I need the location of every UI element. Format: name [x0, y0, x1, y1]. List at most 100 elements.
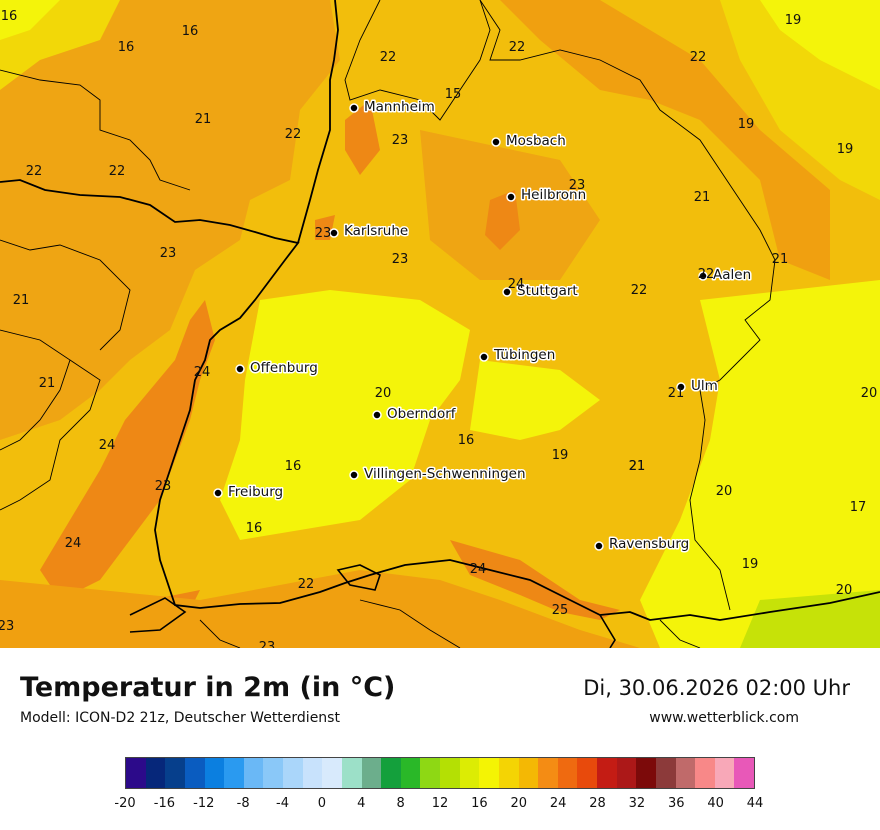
city-marker[interactable]: Ravensburg: [594, 535, 691, 554]
city-marker[interactable]: Tübingen: [479, 346, 557, 365]
city-label: Stuttgart: [517, 283, 578, 299]
city-label: Villingen-Schwenningen: [364, 466, 526, 482]
city-marker[interactable]: Offenburg: [235, 359, 319, 378]
temperature-value: 20: [836, 583, 853, 598]
city-marker[interactable]: Karlsruhe: [329, 222, 410, 241]
city-markers: Mannheim Mosbach Heilbronn Karlsruhe Aal…: [213, 98, 753, 554]
city-marker[interactable]: Mannheim: [349, 98, 436, 117]
temperature-value: 23: [259, 640, 276, 648]
country-border: [336, 564, 381, 591]
temperature-value: 19: [742, 557, 759, 572]
color-scale-swatch: [734, 758, 754, 788]
region-warm: [120, 0, 830, 280]
color-scale-swatch: [440, 758, 460, 788]
temperature-value: 19: [837, 142, 854, 157]
color-scale-swatch: [145, 758, 166, 788]
temperature-value: 20: [375, 386, 392, 401]
color-scale-tick-label: 16: [471, 796, 488, 811]
city-label: Oberndorf: [387, 406, 457, 422]
city-marker[interactable]: Oberndorf: [372, 405, 458, 424]
city-marker[interactable]: Ulm: [676, 377, 719, 396]
color-scale-tick-label: 8: [396, 796, 405, 811]
region-hot: [40, 300, 215, 600]
color-scale-swatch: [498, 758, 519, 788]
temperature-value: 21: [694, 190, 711, 205]
temperature-value: 19: [552, 448, 569, 463]
color-scale-tick-label: 12: [431, 796, 449, 811]
region-cool: [470, 360, 600, 440]
region-warm: [0, 0, 340, 440]
color-scale-tick-label: 40: [707, 796, 724, 811]
temperature-value: 16: [182, 24, 199, 39]
color-scale-swatch: [243, 758, 264, 788]
temperature-value: 16: [1, 9, 18, 24]
color-scale-tick-label: 44: [746, 796, 764, 811]
map-canvas: Mannheim Mosbach Heilbronn Karlsruhe Aal…: [0, 0, 880, 648]
city-label: Aalen: [713, 267, 751, 283]
color-scale-swatch: [126, 758, 146, 788]
city-marker[interactable]: Villingen-Schwenningen: [349, 465, 527, 484]
region-border: [359, 599, 461, 648]
temperature-value: 17: [850, 500, 867, 515]
city-marker[interactable]: Aalen: [698, 266, 753, 285]
temperature-value: 24: [99, 438, 116, 453]
color-scale-tick-label: -8: [236, 796, 250, 811]
temperature-value: 21: [39, 376, 56, 391]
temperature-value: 22: [298, 577, 315, 592]
region-cool: [760, 0, 880, 90]
temperature-value: 21: [195, 112, 212, 127]
temperature-map: Mannheim Mosbach Heilbronn Karlsruhe Aal…: [0, 0, 880, 648]
city-label: Ravensburg: [609, 536, 689, 552]
region-border: [479, 0, 776, 611]
color-scale-tick-label: 4: [357, 796, 366, 811]
color-scale-swatch: [224, 758, 244, 788]
city-label: Mannheim: [364, 99, 435, 115]
color-scale-swatch: [341, 758, 362, 788]
temperature-value: 19: [738, 117, 755, 132]
city-marker[interactable]: Mosbach: [491, 132, 567, 151]
temperature-value: 21: [668, 386, 685, 401]
color-scale-swatch: [597, 758, 617, 788]
color-scale-tick-label: 20: [510, 796, 528, 811]
temperature-value: 25: [552, 603, 569, 618]
color-scale-swatch: [655, 758, 676, 788]
color-scale-swatch: [538, 758, 558, 788]
temperature-value: 15: [445, 87, 462, 102]
temperature-value: 23: [392, 133, 409, 148]
city-label: Offenburg: [250, 360, 318, 376]
temperature-value: 24: [65, 536, 82, 551]
temperature-value: 21: [13, 293, 30, 308]
temperature-value: 22: [26, 164, 43, 179]
city-marker[interactable]: Stuttgart: [502, 282, 579, 301]
region-warm: [0, 570, 640, 648]
temperature-value: 22: [509, 40, 526, 55]
region-hot: [345, 100, 380, 175]
temperature-value: 21: [629, 459, 646, 474]
region-border: [0, 329, 71, 451]
region-hot: [485, 190, 520, 250]
color-scale-tick-label: 28: [589, 796, 606, 811]
city-marker[interactable]: Heilbronn: [506, 186, 588, 205]
website-link[interactable]: www.wetterblick.com: [649, 710, 799, 726]
temperature-value: 19: [785, 13, 802, 28]
color-scale-swatch: [420, 758, 440, 788]
city-label: Ulm: [691, 378, 718, 394]
region-border: [0, 239, 131, 351]
temperature-value: 16: [118, 40, 135, 55]
temperature-value: 22: [631, 283, 648, 298]
color-scale-tick-label: -4: [276, 796, 289, 811]
color-scale-swatch: [361, 758, 382, 788]
color-scale-tick-label: -16: [153, 796, 175, 811]
color-scale-swatch: [695, 758, 715, 788]
color-scale-swatch: [400, 758, 421, 788]
color-scale-swatch: [302, 758, 323, 788]
color-scale-swatch: [459, 758, 480, 788]
region-border: [199, 619, 241, 648]
color-scale-tick-label: 32: [628, 796, 646, 811]
region-cool: [640, 280, 880, 648]
color-scale-swatch: [283, 758, 303, 788]
region-border: [659, 619, 701, 648]
temperature-value: 20: [716, 484, 733, 499]
color-scale-swatch: [322, 758, 342, 788]
city-marker[interactable]: Freiburg: [213, 483, 285, 502]
